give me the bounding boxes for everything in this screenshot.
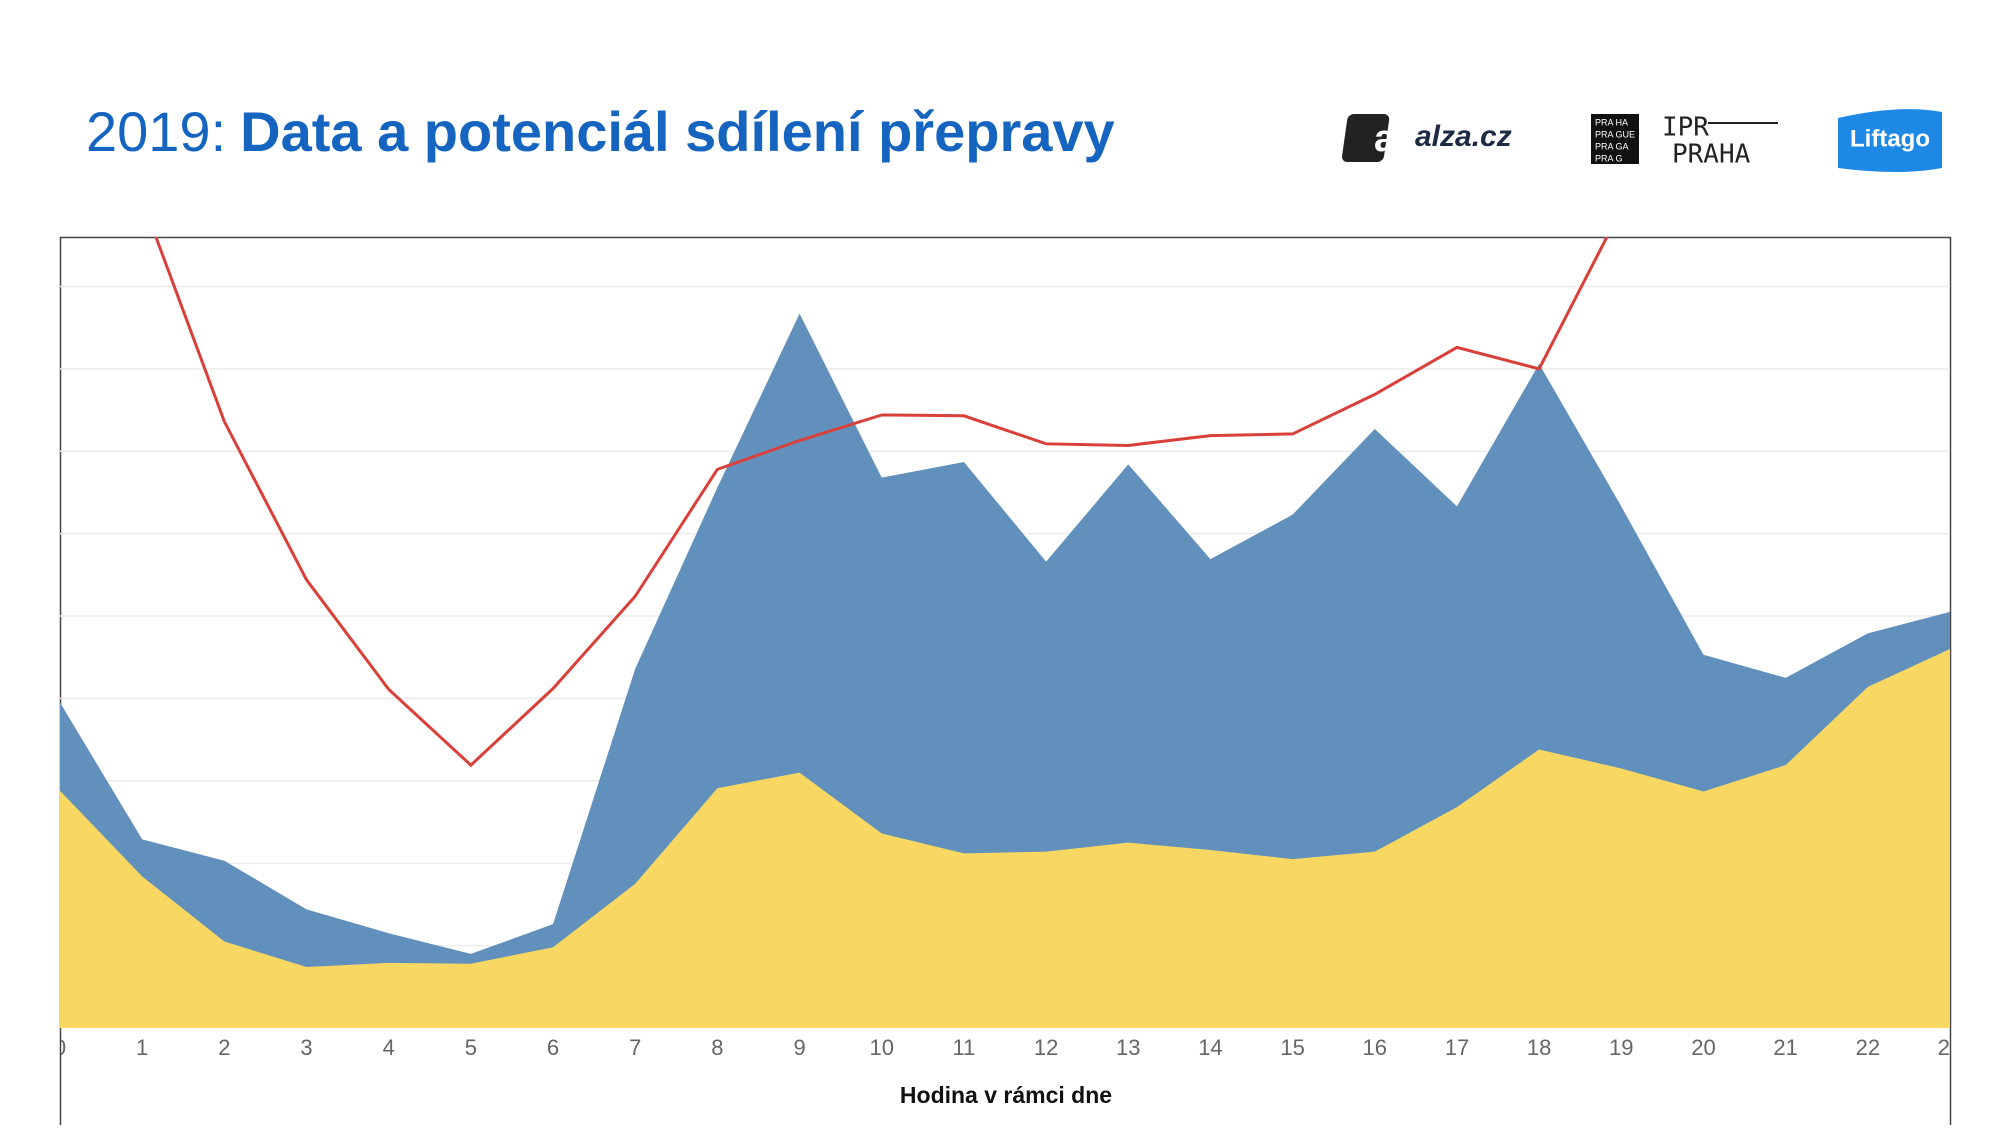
x-tick-label: 8 xyxy=(711,1035,723,1060)
logo-alza: a alza.cz xyxy=(1342,114,1512,162)
liftago-text: Liftago xyxy=(1850,125,1930,152)
x-tick-label: 16 xyxy=(1363,1035,1387,1060)
x-tick-label: 0 xyxy=(54,1035,66,1060)
x-tick-label: 11 xyxy=(952,1035,975,1060)
ipr-bottom: PRAHA xyxy=(1672,140,1751,170)
x-tick-label: 22 xyxy=(1856,1035,1880,1060)
x-tick-label: 13 xyxy=(1116,1035,1140,1060)
x-axis: 0 1 2 3 4 5 6 7 8 9 10 11 12 13 14 15 16 17 18 19 20 21 22 23 xyxy=(54,1035,1962,1060)
x-tick-label: 19 xyxy=(1609,1035,1633,1060)
logo-praha: PRA HA PRA GUE PRA GA PRA G IPR PRAHA xyxy=(1591,113,1778,170)
x-tick-label: 4 xyxy=(383,1035,395,1060)
x-axis-label: Hodina v rámci dne xyxy=(900,1082,1112,1108)
x-tick-label: 6 xyxy=(547,1035,559,1060)
title-year: 2019: xyxy=(86,100,226,163)
x-tick-label: 14 xyxy=(1198,1035,1222,1060)
x-tick-label: 18 xyxy=(1527,1035,1551,1060)
title-main: Data a potenciál sdílení přepravy xyxy=(240,100,1115,163)
x-tick-label: 21 xyxy=(1773,1035,1797,1060)
praha-line: PRA G xyxy=(1595,153,1623,163)
x-tick-label: 3 xyxy=(300,1035,312,1060)
line xyxy=(154,237,1609,768)
chart-frame xyxy=(59,236,1952,1130)
x-tick-label: 9 xyxy=(793,1035,805,1060)
x-tick-label: 23 xyxy=(1938,1035,1962,1060)
x-tick-label: 5 xyxy=(465,1035,477,1060)
x-tick-label: 15 xyxy=(1280,1035,1304,1060)
x-tick-label: 17 xyxy=(1445,1035,1469,1060)
ipr-top: IPR xyxy=(1662,113,1709,143)
alza-icon xyxy=(1342,114,1390,162)
plot xyxy=(60,237,1950,1028)
title: 2019: Data a potenciál sdílení přepravy xyxy=(86,100,1115,163)
x-tick-label: 12 xyxy=(1034,1035,1058,1060)
praha-line: PRA GA xyxy=(1595,141,1629,151)
x-tick-label: 20 xyxy=(1691,1035,1715,1060)
alza-a: a xyxy=(1374,118,1396,160)
alza-text: alza.cz xyxy=(1415,120,1512,153)
liftago-flag xyxy=(1838,109,1942,172)
logo-liftago: Liftago xyxy=(1838,109,1942,172)
area xyxy=(60,648,1950,1028)
x-tick-label: 7 xyxy=(629,1035,641,1060)
x-tick-label: 10 xyxy=(869,1035,893,1060)
praha-line: PRA HA xyxy=(1595,117,1628,127)
x-tick-label: 1 xyxy=(136,1035,148,1060)
praha-box xyxy=(1591,114,1639,164)
praha-line: PRA GUE xyxy=(1595,129,1635,139)
x-tick-label: 2 xyxy=(218,1035,230,1060)
